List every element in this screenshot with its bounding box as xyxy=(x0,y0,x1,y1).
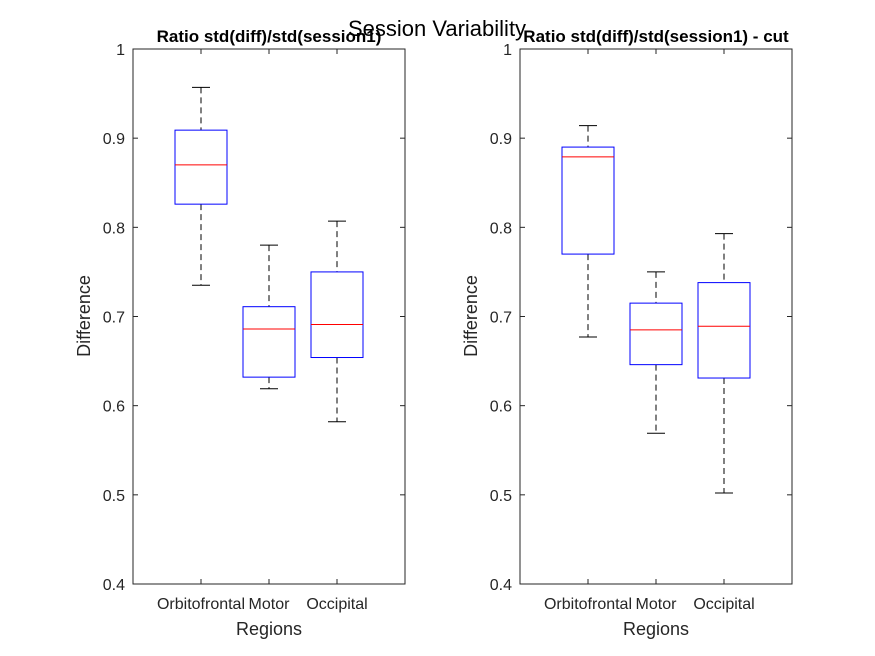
left-y-axis-label: Difference xyxy=(74,275,94,357)
iqr-box xyxy=(174,129,228,205)
iqr-box xyxy=(629,302,683,366)
left-box-2 xyxy=(310,220,364,423)
right-ticks: 0.4 0.5 0.6 0.7 0.8 0.9 1 Orbitofrontal Motor Occ… xyxy=(490,42,792,613)
left-box-1 xyxy=(242,244,296,390)
right-y-tick-label: 0.4 xyxy=(490,577,512,594)
iqr-box xyxy=(561,146,615,255)
right-axes-frame xyxy=(519,48,793,585)
right-x-tick-label: Orbitofrontal xyxy=(544,596,632,613)
right-y-axis-label: Difference xyxy=(461,275,481,357)
right-box-1 xyxy=(629,271,683,434)
right-boxes xyxy=(561,125,751,494)
figure-suptitle: Session Variability xyxy=(348,16,526,41)
left-axes-title: Ratio std(diff)/std(session1) xyxy=(157,27,382,46)
left-y-tick-label: 0.9 xyxy=(103,131,125,148)
right-axes-title: Ratio std(diff)/std(session1) - cut xyxy=(523,27,789,46)
right-plot-area xyxy=(520,49,792,584)
left-plot-area xyxy=(133,49,405,584)
iqr-box xyxy=(310,271,364,359)
right-x-tick-label: Occipital xyxy=(693,596,754,613)
right-y-tick-label: 0.8 xyxy=(490,220,512,237)
right-box-0 xyxy=(561,125,615,338)
right-x-tick-label: Motor xyxy=(636,596,678,613)
right-y-tick-label: 0.7 xyxy=(490,310,512,327)
right-y-tick-label: 0.5 xyxy=(490,488,512,505)
left-x-axis-label: Regions xyxy=(236,619,302,639)
right-boxplot-axes: Ratio std(diff)/std(session1) - cut Regi… xyxy=(461,27,793,639)
left-y-tick-label: 1 xyxy=(116,42,125,59)
left-x-tick-label: Occipital xyxy=(306,596,367,613)
iqr-box xyxy=(697,282,751,379)
left-x-tick-label: Motor xyxy=(249,596,291,613)
right-box-2 xyxy=(697,233,751,494)
left-y-tick-label: 0.4 xyxy=(103,577,125,594)
left-y-tick-label: 0.5 xyxy=(103,488,125,505)
right-y-tick-label: 0.9 xyxy=(490,131,512,148)
left-y-tick-label: 0.8 xyxy=(103,220,125,237)
left-ticks: 0.4 0.5 0.6 0.7 0.8 0.9 1 Orbitofrontal Motor Occ… xyxy=(103,42,405,613)
left-axes-frame xyxy=(132,48,406,585)
right-x-axis-label: Regions xyxy=(623,619,689,639)
right-y-tick-label: 0.6 xyxy=(490,399,512,416)
iqr-box xyxy=(242,306,296,378)
left-boxplot-axes: Ratio std(diff)/std(session1) Regions Di… xyxy=(74,27,406,639)
left-box-0 xyxy=(174,86,228,286)
left-x-tick-label: Orbitofrontal xyxy=(157,596,245,613)
left-y-tick-label: 0.7 xyxy=(103,310,125,327)
left-boxes xyxy=(174,86,364,423)
left-y-tick-label: 0.6 xyxy=(103,399,125,416)
right-y-tick-label: 1 xyxy=(503,42,512,59)
